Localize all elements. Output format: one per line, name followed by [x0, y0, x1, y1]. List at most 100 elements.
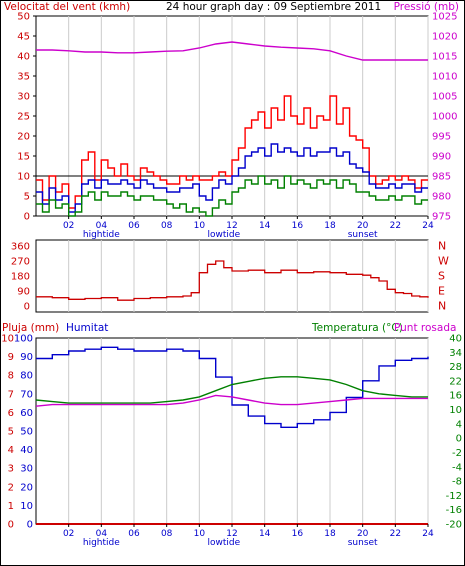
y-tick-label-rain: 2 [8, 482, 14, 493]
x-tick-label: 20 [357, 221, 369, 231]
x-tick-label: 22 [390, 529, 401, 539]
y-tick-label-temperature: -8 [452, 477, 462, 488]
y-tick-label-temperature: -20 [446, 520, 462, 531]
series-line-humidity [36, 346, 429, 428]
x-tick-label: 20 [357, 529, 369, 539]
y-tick-label-wind: 35 [17, 72, 30, 83]
y-tick-label-pressure: 1025 [432, 12, 457, 23]
y-tick-label-rain: 0 [8, 520, 14, 531]
temperature-axis-label: Temperatura (°C) [311, 322, 403, 334]
x-tick-label: 08 [161, 529, 173, 539]
y-tick-label-pressure: 1020 [432, 32, 457, 43]
y-tick-label-humidity: 80 [20, 371, 33, 382]
y-tick-label-temperature: -16 [446, 505, 462, 516]
series-line-wind_min [36, 175, 428, 217]
rain-axis-label: Pluja (mm) [2, 322, 59, 334]
x-tick-label: 12 [226, 221, 237, 231]
y-tick-label-direction: 0 [24, 302, 30, 313]
y-tick-label-wind: 5 [24, 192, 30, 203]
tide-label: lowtide [208, 230, 241, 240]
y-tick-label-rain: 3 [8, 464, 14, 475]
y-tick-label-pressure: 1005 [432, 92, 457, 103]
y-tick-label-rain: 9 [8, 352, 14, 363]
y-tick-label-wind: 10 [17, 172, 30, 183]
x-tick-label: 14 [259, 221, 271, 231]
y-tick-label-rain: 7 [8, 389, 14, 400]
y-tick-label-temperature: -4 [452, 462, 462, 473]
y-tick-label-humidity: 10 [20, 501, 33, 512]
x-tick-label: 16 [292, 529, 304, 539]
tide-label: lowtide [208, 538, 241, 548]
y-tick-label-wind: 20 [17, 132, 30, 143]
y-tick-label-humidity: 60 [20, 408, 33, 419]
y-tick-label-humidity: 100 [14, 334, 33, 345]
series-line-direction [36, 260, 429, 301]
x-tick-label: 24 [422, 221, 434, 231]
x-tick-label: 04 [96, 221, 108, 231]
y-tick-label-temperature: 4 [456, 419, 462, 430]
y-tick-label-direction: 360 [11, 242, 30, 253]
y-tick-label-pressure: 995 [432, 132, 451, 143]
series-line-gust_avg [36, 143, 428, 213]
x-tick-label: 06 [128, 529, 140, 539]
compass-label: N [438, 240, 446, 253]
y-tick-label-temperature: 28 [449, 362, 462, 373]
y-tick-label-rain: 8 [8, 371, 14, 382]
compass-label: E [438, 285, 445, 298]
y-tick-label-humidity: 30 [20, 464, 33, 475]
y-tick-label-humidity: 90 [20, 352, 33, 363]
x-tick-label: 02 [63, 529, 74, 539]
y-tick-label-direction: 180 [11, 272, 30, 283]
y-tick-label-wind: 0 [24, 212, 30, 223]
pressure-axis-label: Pressió (mb) [394, 1, 459, 13]
y-tick-label-humidity: 0 [27, 520, 33, 531]
y-tick-label-rain: 10 [1, 334, 14, 345]
series-line-temperature [35, 376, 428, 404]
y-tick-label-rain: 1 [8, 501, 14, 512]
y-tick-label-pressure: 985 [432, 172, 451, 183]
y-tick-label-rain: 5 [8, 427, 14, 438]
y-tick-label-wind: 30 [17, 92, 30, 103]
tide-label: hightide [83, 538, 120, 548]
tide-label: hightide [83, 230, 120, 240]
y-tick-label-direction: 90 [17, 287, 30, 298]
y-tick-label-wind: 25 [17, 112, 30, 123]
y-tick-label-temperature: 22 [449, 376, 462, 387]
x-tick-label: 04 [96, 529, 108, 539]
series-line-wind [36, 95, 428, 209]
y-tick-label-direction: 270 [11, 257, 30, 268]
compass-label: W [438, 255, 449, 268]
y-tick-label-pressure: 1010 [432, 72, 457, 83]
chart-title: 24 hour graph day : 09 Septiembre 2011 [166, 1, 381, 13]
dewpoint-axis-label: Punt rosada [394, 322, 456, 334]
x-tick-label: 24 [422, 529, 434, 539]
humidity-axis-label: Humitat [66, 322, 108, 334]
series-line-pressure [36, 41, 428, 61]
y-tick-label-temperature: 34 [449, 348, 462, 359]
y-tick-label-temperature: -2 [452, 448, 462, 459]
x-tick-label: 02 [63, 221, 74, 231]
x-tick-label: 16 [292, 221, 304, 231]
x-tick-label: 10 [194, 529, 206, 539]
series-line-dewpoint [35, 394, 428, 407]
y-tick-label-temperature: 40 [449, 334, 462, 345]
wind-axis-label: Velocitat del vent (kmh) [4, 1, 130, 13]
y-tick-label-temperature: -12 [446, 491, 462, 502]
x-tick-label: 22 [390, 221, 401, 231]
y-tick-label-humidity: 70 [20, 389, 33, 400]
y-tick-label-temperature: 10 [449, 405, 462, 416]
y-tick-label-humidity: 50 [20, 427, 33, 438]
x-tick-label: 18 [324, 221, 336, 231]
x-tick-label: 14 [259, 529, 271, 539]
x-tick-label: 08 [161, 221, 173, 231]
y-tick-label-pressure: 1015 [432, 52, 457, 63]
y-tick-label-rain: 4 [8, 445, 14, 456]
y-tick-label-temperature: 16 [449, 391, 462, 402]
tide-label: sunset [348, 230, 378, 240]
x-tick-label: 10 [194, 221, 206, 231]
y-tick-label-temperature: 0 [456, 434, 462, 445]
y-tick-label-wind: 40 [17, 52, 30, 63]
compass-label: S [438, 270, 445, 283]
